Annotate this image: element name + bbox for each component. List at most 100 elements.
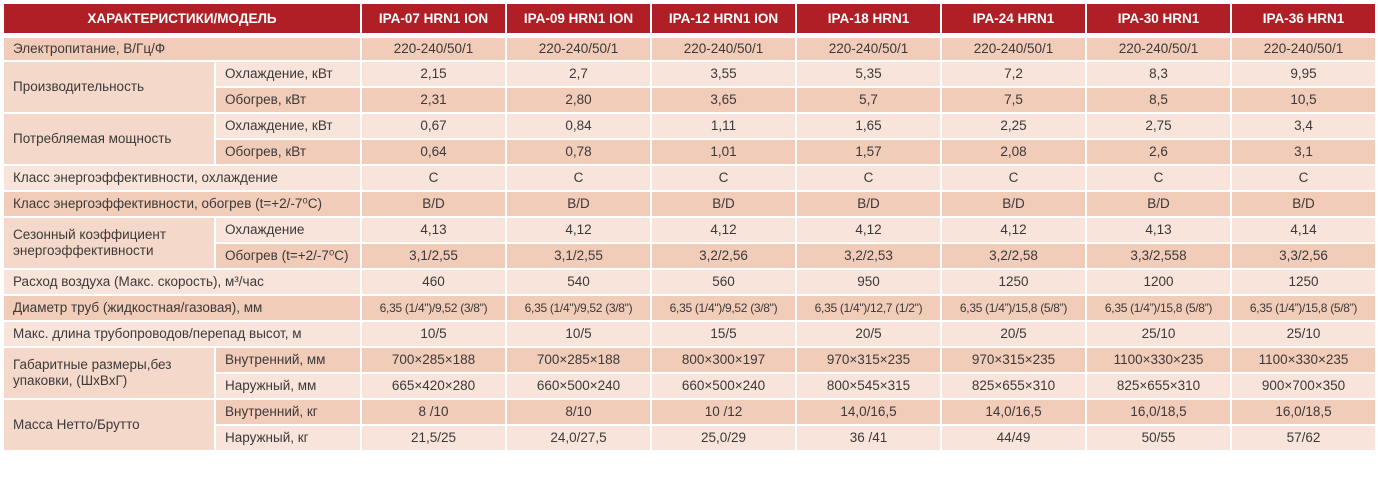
value-cell: B/D (1085, 190, 1232, 218)
value-cell: 0,78 (505, 138, 652, 166)
value-cell: 1,11 (650, 112, 797, 140)
table-row: Сезонный коэффициент энергоэффективности… (2, 216, 1377, 270)
value-cell: 4,12 (505, 216, 652, 244)
row-sublabel: Обогрев, кВт (214, 138, 362, 166)
value-cell: 220-240/50/1 (1230, 34, 1377, 62)
value-cell: 560 (650, 268, 797, 296)
row-sublabel: Охлаждение (214, 216, 362, 244)
value-cell: 3,1 (1230, 138, 1377, 166)
value-cell: 3,3/2,56 (1230, 242, 1377, 270)
value-cell: 6,35 (1/4”)/15,8 (5/8”) (940, 294, 1087, 322)
model-header: IPA-07 HRN1 ION (360, 2, 507, 38)
row-label: Расход воздуха (Макс. скорость), м³/час (2, 268, 362, 296)
value-cell: C (360, 164, 507, 192)
value-cell: 1,65 (795, 112, 942, 140)
value-cell: 0,84 (505, 112, 652, 140)
value-cell: 25/10 (1085, 320, 1232, 348)
value-cell: 700×285×188 (505, 346, 652, 374)
table-row: Масса Нетто/Брутто Внутренний, кг 8 /10 8/1… (2, 398, 1377, 452)
group-label: Потребляемая мощность (2, 112, 216, 166)
value-cell: 2,6 (1085, 138, 1232, 166)
value-cell: 4,13 (360, 216, 507, 244)
value-cell: 7,5 (940, 86, 1087, 114)
value-cell: 4,12 (650, 216, 797, 244)
value-cell: 16,0/18,5 (1230, 398, 1377, 426)
value-cell: 3,1/2,55 (505, 242, 652, 270)
value-cell: 8/10 (505, 398, 652, 426)
group-label: Масса Нетто/Брутто (2, 398, 216, 452)
model-header: IPA-12 HRN1 ION (650, 2, 797, 38)
model-header: IPA-09 HRN1 ION (505, 2, 652, 38)
value-cell: 2,15 (360, 60, 507, 88)
value-cell: 2,08 (940, 138, 1087, 166)
value-cell: B/D (940, 190, 1087, 218)
value-cell: 900×700×350 (1230, 372, 1377, 400)
row-label: Макс. длина трубопроводов/перепад высот,… (2, 320, 362, 348)
value-cell: 16,0/18,5 (1085, 398, 1232, 426)
value-cell: 460 (360, 268, 507, 296)
value-cell: 0,67 (360, 112, 507, 140)
value-cell: 6,35 (1/4")/9,52 (3/8") (650, 294, 797, 322)
table-row: Класс энергоэффективности, обогрев (t=+2… (2, 190, 1377, 218)
value-cell: 8 /10 (360, 398, 507, 426)
value-cell: B/D (360, 190, 507, 218)
value-cell: 2,75 (1085, 112, 1232, 140)
value-cell: C (940, 164, 1087, 192)
value-cell: 970×315×235 (940, 346, 1087, 374)
value-cell: 14,0/16,5 (795, 398, 942, 426)
spec-table-body: Электропитание, В/Гц/Ф 220-240/50/1 220-24… (2, 34, 1377, 452)
table-row: Диаметр труб (жидкостная/газовая), мм 6,3… (2, 294, 1377, 322)
value-cell: 8,3 (1085, 60, 1232, 88)
value-cell: 220-240/50/1 (795, 34, 942, 62)
value-cell: 5,7 (795, 86, 942, 114)
value-cell: 15/5 (650, 320, 797, 348)
value-cell: 10/5 (505, 320, 652, 348)
value-cell: 950 (795, 268, 942, 296)
value-cell: 24,0/27,5 (505, 424, 652, 452)
value-cell: 5,35 (795, 60, 942, 88)
value-cell: 21,5/25 (360, 424, 507, 452)
value-cell: 57/62 (1230, 424, 1377, 452)
value-cell: 220-240/50/1 (1085, 34, 1232, 62)
table-row: Потребляемая мощность Охлаждение, кВт 0,67… (2, 112, 1377, 166)
table-row: Расход воздуха (Макс. скорость), м³/час 4… (2, 268, 1377, 296)
value-cell: 1200 (1085, 268, 1232, 296)
value-cell: 1,57 (795, 138, 942, 166)
value-cell: 220-240/50/1 (940, 34, 1087, 62)
value-cell: 6,35 (1/4")/9,52 (3/8") (505, 294, 652, 322)
value-cell: 2,7 (505, 60, 652, 88)
value-cell: 3,2/2,53 (795, 242, 942, 270)
value-cell: C (505, 164, 652, 192)
value-cell: 0,64 (360, 138, 507, 166)
row-sublabel: Внутренний, мм (214, 346, 362, 374)
value-cell: B/D (650, 190, 797, 218)
value-cell: 4,13 (1085, 216, 1232, 244)
model-header: IPA-30 HRN1 (1085, 2, 1232, 38)
value-cell: 1,01 (650, 138, 797, 166)
value-cell: 36 /41 (795, 424, 942, 452)
value-cell: 1100×330×235 (1085, 346, 1232, 374)
value-cell: 3,55 (650, 60, 797, 88)
group-label: Производительность (2, 60, 216, 114)
value-cell: 6,35 (1/4")/12,7 (1/2") (795, 294, 942, 322)
value-cell: 660×500×240 (505, 372, 652, 400)
value-cell: 6,35 (1/4”)/15,8 (5/8”) (1230, 294, 1377, 322)
table-row: Наружный, мм 665×420×280 660×500×240 660×50… (3, 372, 1377, 400)
row-label: Класс энергоэффективности, охлаждение (2, 164, 362, 192)
value-cell: 6,35 (1/4")/9,52 (3/8") (360, 294, 507, 322)
value-cell: 1100×330×235 (1230, 346, 1377, 374)
value-cell: 800×545×315 (795, 372, 942, 400)
value-cell: 2,31 (360, 86, 507, 114)
value-cell: 4,12 (940, 216, 1087, 244)
table-row: Обогрев, кВт 2,31 2,80 3,65 5,7 7,5 8,5 10,5 (3, 86, 1377, 114)
model-header: IPA-18 HRN1 (795, 2, 942, 38)
value-cell: 44/49 (940, 424, 1087, 452)
value-cell: 825×655×310 (1085, 372, 1232, 400)
model-header: IPA-24 HRN1 (940, 2, 1087, 38)
value-cell: 3,2/2,58 (940, 242, 1087, 270)
model-header: IPA-36 HRN1 (1230, 2, 1377, 38)
value-cell: 825×655×310 (940, 372, 1087, 400)
value-cell: C (1230, 164, 1377, 192)
value-cell: 2,80 (505, 86, 652, 114)
